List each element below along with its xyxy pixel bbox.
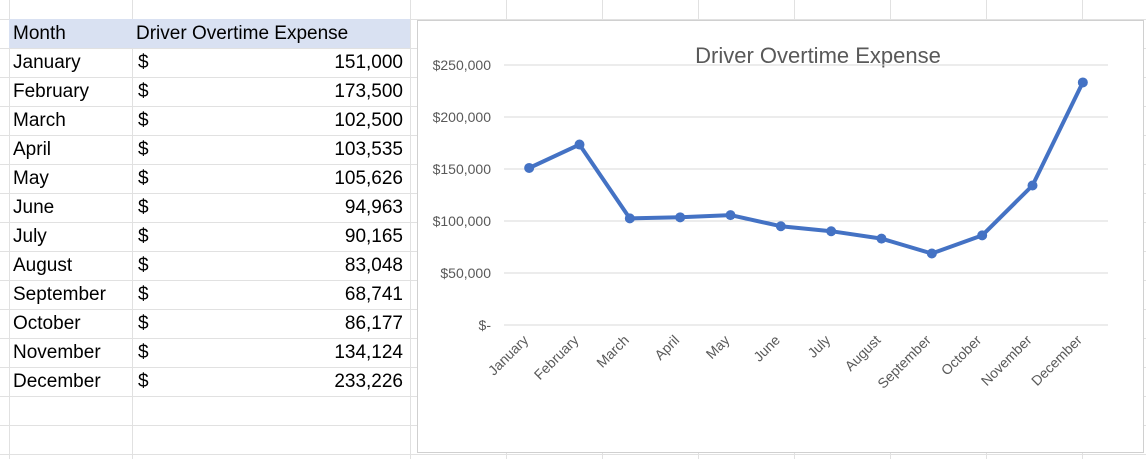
x-tick-label: March (593, 332, 632, 371)
line-chart: Driver Overtime Expense $- $50,000 $100,000… (433, 43, 1108, 392)
data-point-december[interactable] (1077, 77, 1088, 88)
data-point-october[interactable] (977, 230, 988, 241)
header-expense[interactable]: Driver Overtime Expense (136, 23, 349, 44)
data-point-january[interactable] (524, 162, 535, 173)
cell-currency-symbol: $ (138, 168, 149, 189)
data-point-february[interactable] (574, 139, 585, 150)
cell-month[interactable]: August (13, 255, 73, 276)
x-tick-label: December (1028, 332, 1085, 389)
x-tick-label: November (978, 332, 1035, 389)
cell-expense-value[interactable]: 173,500 (334, 81, 403, 102)
cell-expense-value[interactable]: 103,535 (334, 139, 403, 160)
x-tick-label: May (703, 332, 733, 362)
y-tick-label: $250,000 (433, 57, 492, 73)
cell-expense-value[interactable]: 102,500 (334, 110, 403, 131)
cell-expense-value[interactable]: 90,165 (344, 226, 403, 247)
cell-currency-symbol: $ (138, 197, 149, 218)
x-tick-label: October (938, 332, 985, 379)
cell-currency-symbol: $ (138, 371, 149, 392)
cell-currency-symbol: $ (138, 226, 149, 247)
x-tick-label: February (531, 332, 582, 383)
y-tick-label: $100,000 (433, 213, 492, 229)
cell-month[interactable]: October (13, 313, 81, 334)
cell-month[interactable]: April (13, 139, 52, 160)
x-tick-label: June (750, 332, 783, 365)
cell-currency-symbol: $ (138, 110, 149, 131)
cell-month[interactable]: January (13, 52, 81, 73)
y-tick-label: $150,000 (433, 161, 492, 177)
series-line[interactable] (527, 80, 1085, 256)
cell-currency-symbol: $ (138, 139, 149, 160)
cell-month[interactable]: November (13, 342, 101, 363)
data-point-august[interactable] (876, 233, 887, 244)
cell-currency-symbol: $ (138, 313, 149, 334)
cell-month[interactable]: September (13, 284, 106, 305)
cell-currency-symbol: $ (138, 284, 149, 305)
y-tick-label: $200,000 (433, 109, 492, 125)
cell-month[interactable]: June (13, 197, 55, 218)
cell-month[interactable]: July (13, 226, 47, 247)
data-point-july[interactable] (826, 226, 837, 237)
data-point-march[interactable] (624, 213, 635, 224)
cell-currency-symbol: $ (138, 255, 149, 276)
cell-expense-value[interactable]: 151,000 (334, 52, 403, 73)
y-tick-label: $50,000 (440, 265, 491, 281)
cell-expense-value[interactable]: 105,626 (334, 168, 403, 189)
cell-expense-value[interactable]: 83,048 (344, 255, 403, 276)
data-point-september[interactable] (926, 248, 937, 259)
cell-currency-symbol: $ (138, 81, 149, 102)
x-tick-label: January (485, 332, 532, 379)
x-tick-label: April (651, 332, 682, 363)
data-point-may[interactable] (725, 210, 736, 221)
x-tick-label: August (841, 332, 883, 374)
cell-currency-symbol: $ (138, 342, 149, 363)
data-point-june[interactable] (775, 221, 786, 232)
y-tick-label: $- (479, 317, 492, 333)
header-row-fill (9, 19, 410, 48)
cell-month[interactable]: May (13, 168, 49, 189)
cell-expense-value[interactable]: 86,177 (344, 313, 403, 334)
cell-currency-symbol: $ (138, 52, 149, 73)
chart-title: Driver Overtime Expense (695, 43, 941, 68)
x-tick-label: September (874, 332, 934, 392)
cell-month[interactable]: March (13, 110, 66, 131)
cell-month[interactable]: December (13, 371, 101, 392)
x-tick-label: July (804, 332, 833, 361)
header-month[interactable]: Month (13, 23, 66, 44)
data-point-april[interactable] (675, 212, 686, 223)
cell-expense-value[interactable]: 94,963 (344, 197, 403, 218)
cell-expense-value[interactable]: 233,226 (334, 371, 403, 392)
cell-expense-value[interactable]: 134,124 (334, 342, 403, 363)
cell-month[interactable]: February (13, 81, 90, 102)
cell-expense-value[interactable]: 68,741 (344, 284, 403, 305)
data-point-november[interactable] (1027, 180, 1038, 191)
chart-area[interactable]: Driver Overtime Expense $- $50,000 $100,000… (417, 20, 1144, 453)
